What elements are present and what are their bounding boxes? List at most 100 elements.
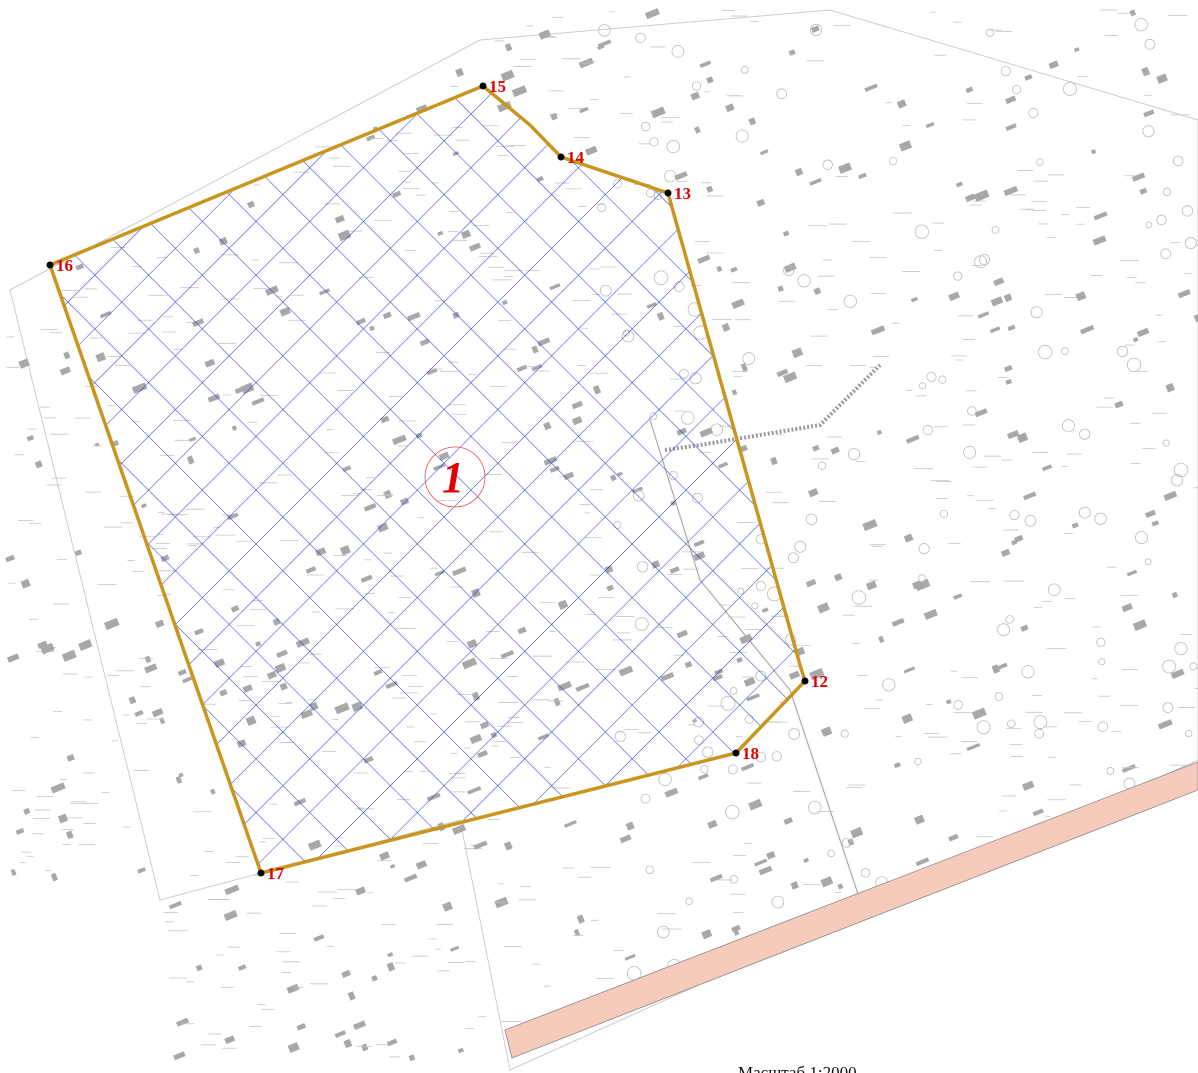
building: [973, 189, 990, 202]
building: [914, 814, 925, 825]
building: [758, 865, 773, 876]
building: [910, 296, 919, 303]
building: [74, 549, 83, 557]
building: [408, 1054, 416, 1062]
building: [1093, 211, 1108, 221]
tree: [919, 382, 927, 390]
building: [355, 886, 367, 896]
building: [766, 851, 776, 860]
building: [224, 884, 240, 896]
building: [812, 444, 820, 452]
building: [893, 762, 901, 769]
building: [1092, 235, 1107, 246]
building: [790, 881, 799, 890]
building: [1023, 491, 1037, 501]
building: [876, 429, 883, 436]
building: [697, 773, 709, 781]
plot-boundary: [47, 83, 807, 876]
building: [1006, 429, 1020, 440]
building: [989, 326, 1001, 334]
building: [817, 602, 830, 614]
building: [865, 580, 878, 591]
tree: [1033, 715, 1048, 729]
building: [296, 1023, 307, 1031]
tree: [1116, 345, 1129, 357]
building: [442, 901, 453, 912]
building: [40, 642, 55, 655]
building: [953, 593, 963, 600]
tree: [978, 253, 991, 266]
building: [625, 821, 635, 831]
tree: [1134, 17, 1148, 32]
vertex-label: 13: [674, 184, 691, 203]
building: [173, 1051, 186, 1061]
building: [965, 86, 974, 94]
building: [151, 707, 164, 718]
building: [66, 753, 75, 762]
building: [783, 817, 794, 825]
building: [803, 857, 810, 864]
building: [361, 1043, 369, 1052]
building: [334, 1030, 347, 1039]
tree: [918, 574, 926, 582]
building: [159, 717, 166, 725]
building: [776, 368, 789, 378]
building: [731, 298, 745, 310]
tree: [914, 224, 929, 239]
tree: [1096, 637, 1106, 647]
tree: [1162, 439, 1170, 447]
building: [820, 876, 834, 888]
building: [732, 927, 740, 936]
vertex-label: 12: [811, 672, 828, 691]
building: [707, 819, 718, 829]
tree: [939, 509, 948, 519]
building: [223, 909, 238, 921]
tree: [788, 552, 799, 564]
building: [389, 864, 396, 869]
building: [1005, 95, 1017, 105]
building: [964, 193, 976, 203]
building: [50, 872, 59, 882]
vertex-label: 14: [567, 148, 585, 167]
building: [538, 29, 551, 40]
building: [1170, 668, 1185, 680]
building: [1020, 624, 1029, 632]
building: [807, 488, 819, 498]
vertex-label: 18: [742, 744, 759, 763]
building: [449, 945, 460, 952]
tree: [1034, 728, 1045, 739]
building: [34, 460, 43, 469]
building: [1022, 780, 1035, 791]
building: [903, 533, 914, 543]
vertex-label: 17: [267, 864, 285, 883]
tree: [771, 895, 785, 909]
building: [1144, 509, 1157, 519]
tree: [1171, 474, 1184, 487]
building: [576, 914, 585, 924]
building: [128, 696, 137, 705]
building: [830, 446, 840, 455]
building: [716, 265, 723, 273]
building: [948, 833, 959, 842]
tree: [1162, 659, 1176, 674]
building: [1000, 548, 1011, 557]
area-label: 1: [442, 453, 464, 502]
tree: [649, 137, 659, 147]
tree: [1173, 462, 1189, 478]
building: [1139, 187, 1148, 195]
tree: [776, 88, 788, 100]
building: [1032, 808, 1044, 817]
tree: [882, 678, 896, 692]
building: [730, 266, 738, 273]
building: [699, 60, 712, 68]
tree: [953, 271, 963, 281]
building: [78, 639, 93, 651]
building: [1131, 172, 1146, 182]
tree: [794, 540, 807, 553]
tree: [700, 765, 709, 774]
building: [820, 726, 833, 737]
building: [65, 830, 74, 840]
building: [224, 1035, 236, 1045]
building: [915, 857, 930, 867]
building: [769, 456, 778, 466]
